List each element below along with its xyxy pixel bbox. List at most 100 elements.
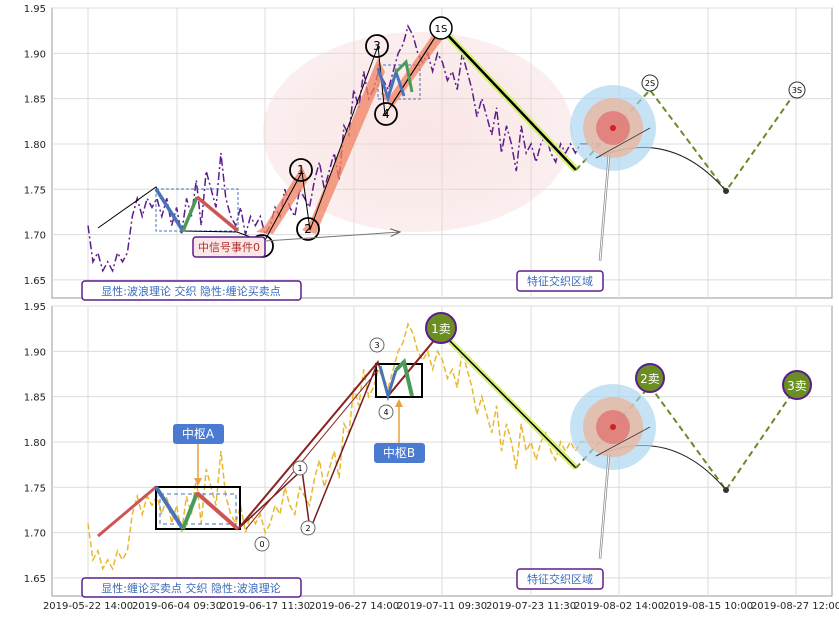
svg-text:3S: 3S bbox=[792, 86, 802, 95]
y-tick-label: 1.70 bbox=[24, 529, 46, 540]
top-panel: 1.65 1.70 1.75 1.80 1.85 1.90 1.95 bbox=[24, 4, 833, 301]
y-tick-label: 1.80 bbox=[24, 438, 46, 449]
x-tick-label: 2019-08-27 12:00 bbox=[751, 601, 839, 612]
svg-text:1S: 1S bbox=[435, 24, 448, 35]
y-tick-label: 1.65 bbox=[24, 574, 46, 585]
top-stroke-red bbox=[195, 195, 240, 233]
wave-label-2: 2 bbox=[296, 217, 320, 241]
y-tick-label: 1.85 bbox=[24, 393, 46, 404]
x-tick-label: 2019-08-15 10:00 bbox=[663, 601, 753, 612]
top-price-line bbox=[87, 24, 600, 273]
bottom-stroke-red bbox=[195, 491, 240, 531]
svg-text:2: 2 bbox=[304, 222, 312, 236]
svg-text:中枢A: 中枢A bbox=[182, 426, 215, 441]
top-target-pointer bbox=[595, 127, 651, 159]
y-tick-label: 1.85 bbox=[24, 95, 46, 106]
svg-text:4: 4 bbox=[382, 107, 390, 121]
x-tick-label: 2019-08-02 14:00 bbox=[574, 601, 664, 612]
y-tick-label: 1.95 bbox=[24, 302, 46, 313]
bottom-stroke-green bbox=[181, 492, 199, 530]
signal-event-box: 中信号事件0 bbox=[192, 236, 266, 258]
x-tick-label: 2019-06-17 11:30 bbox=[220, 601, 310, 612]
bottom-stroke-blue bbox=[154, 485, 185, 531]
svg-text:3卖: 3卖 bbox=[787, 379, 807, 393]
pivot-b-arrowhead bbox=[395, 399, 403, 407]
svg-text:中枢B: 中枢B bbox=[383, 445, 415, 460]
bottom-leg-up-1 bbox=[237, 361, 379, 530]
top-curve-end-dot bbox=[723, 188, 729, 194]
top-stroke-b-blue bbox=[376, 67, 406, 103]
bottom-stroke-b-blue bbox=[378, 365, 398, 402]
top-target-center bbox=[610, 125, 616, 131]
x-tick-label: 2019-06-27 14:00 bbox=[309, 601, 399, 612]
pivot-b-box bbox=[375, 363, 423, 398]
pivot-a-label: 中枢A bbox=[173, 424, 224, 444]
pivot-a-box bbox=[155, 486, 241, 530]
bottom-down-leg bbox=[440, 331, 577, 469]
svg-text:4: 4 bbox=[383, 408, 388, 417]
bottom-feature-zone-box: 特征交织区域 bbox=[516, 568, 604, 590]
pivot-a-arrowhead bbox=[194, 478, 202, 486]
svg-text:2: 2 bbox=[305, 524, 310, 533]
bottom-caption-box: 显性:缠论买卖点 交织 隐性:波浪理论 bbox=[81, 577, 302, 598]
bottom-leg-0 bbox=[97, 485, 157, 538]
wave-label-4: 4 bbox=[374, 102, 398, 126]
svg-text:1卖: 1卖 bbox=[431, 322, 451, 336]
svg-text:3: 3 bbox=[373, 39, 381, 53]
svg-text:1: 1 bbox=[297, 464, 302, 473]
sell-s-label-2: 2S bbox=[641, 74, 659, 92]
y-tick-label: 1.95 bbox=[24, 4, 46, 15]
impulse-band-5 bbox=[380, 24, 445, 108]
y-tick-label: 1.75 bbox=[24, 185, 46, 196]
top-y-axis: 1.65 1.70 1.75 1.80 1.85 1.90 1.95 bbox=[24, 4, 46, 287]
top-feature-zone-arrow bbox=[599, 154, 610, 262]
y-tick-label: 1.65 bbox=[24, 276, 46, 287]
svg-text:2卖: 2卖 bbox=[640, 372, 660, 386]
bottom-wave-label-0: 0 bbox=[254, 536, 270, 552]
impulse-band-3 bbox=[302, 58, 385, 234]
top-stroke-blue bbox=[154, 188, 185, 232]
x-tick-label: 2019-07-23 11:30 bbox=[486, 601, 576, 612]
sell-s-label-3: 3S bbox=[788, 81, 806, 99]
bottom-wave-label-3: 3 bbox=[369, 337, 385, 353]
svg-text:显性:波浪理论 交织 隐性:缠论买卖点: 显性:波浪理论 交织 隐性:缠论买卖点 bbox=[101, 284, 280, 298]
bottom-curve-end-dot bbox=[723, 487, 729, 493]
bottom-stroke-b-green bbox=[394, 358, 414, 397]
bottom-target-center bbox=[610, 424, 616, 430]
sell-point-1: 1卖 bbox=[425, 312, 457, 344]
down-leg-line bbox=[440, 27, 577, 171]
wave-label-3: 3 bbox=[365, 34, 389, 58]
impulse-band-1 bbox=[256, 166, 308, 234]
sell-point-2: 2卖 bbox=[635, 363, 665, 393]
sell-s-label-1: 1S bbox=[429, 16, 453, 40]
svg-text:显性:缠论买卖点 交织 隐性:波浪理论: 显性:缠论买卖点 交织 隐性:波浪理论 bbox=[101, 581, 280, 595]
y-tick-label: 1.90 bbox=[24, 49, 46, 60]
bottom-feature-zone-arrow bbox=[599, 453, 610, 560]
x-tick-label: 2019-06-04 09:30 bbox=[132, 601, 222, 612]
top-stroke-green bbox=[181, 196, 199, 232]
svg-text:3: 3 bbox=[374, 341, 379, 350]
bottom-wave-label-1: 1 bbox=[292, 460, 308, 476]
top-stroke-b-green bbox=[394, 58, 414, 93]
bottom-wave-label-2: 2 bbox=[300, 520, 316, 536]
bottom-y-axis: 1.65 1.70 1.75 1.80 1.85 1.90 1.95 bbox=[24, 302, 46, 585]
bottom-panel: 1.65 1.70 1.75 1.80 1.85 1.90 1.95 bbox=[24, 302, 833, 598]
bottom-target-pointer bbox=[595, 426, 651, 457]
top-wave-line-5 bbox=[384, 27, 442, 116]
bottom-leg-up-3 bbox=[387, 331, 442, 397]
bottom-wave-label-4: 4 bbox=[378, 404, 394, 420]
top-grid bbox=[52, 7, 832, 298]
sell-point-3: 3卖 bbox=[782, 370, 812, 400]
x-tick-label: 2019-07-11 09:30 bbox=[397, 601, 487, 612]
svg-text:特征交织区域: 特征交织区域 bbox=[527, 572, 593, 586]
top-caption-box: 显性:波浪理论 交织 隐性:缠论买卖点 bbox=[81, 280, 302, 301]
svg-text:中信号事件0: 中信号事件0 bbox=[198, 241, 260, 254]
signal-event-arrow bbox=[264, 232, 400, 242]
y-tick-label: 1.70 bbox=[24, 231, 46, 242]
svg-text:特征交织区域: 特征交织区域 bbox=[527, 274, 593, 288]
y-tick-label: 1.80 bbox=[24, 140, 46, 151]
wave-label-1: 1 bbox=[289, 158, 313, 182]
svg-text:1: 1 bbox=[297, 163, 305, 177]
y-tick-label: 1.75 bbox=[24, 483, 46, 494]
